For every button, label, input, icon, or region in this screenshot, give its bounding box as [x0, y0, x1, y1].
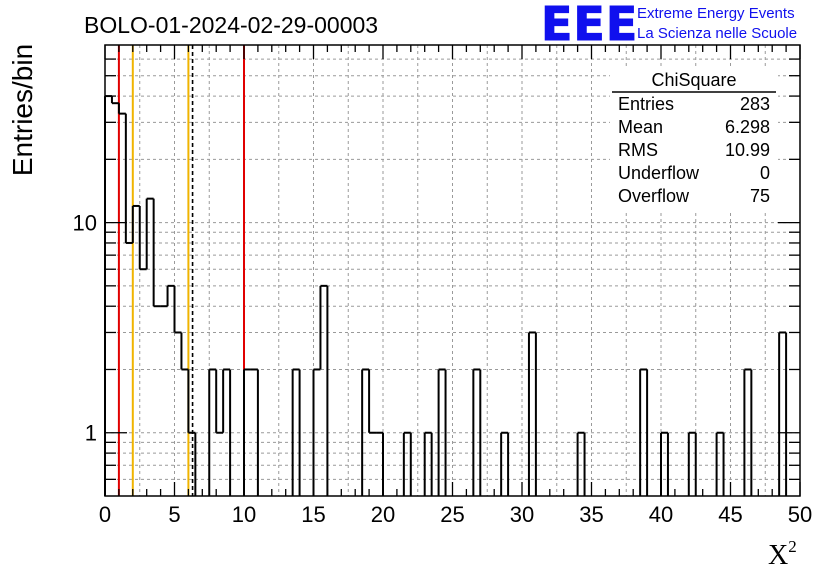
x-tick-label: 20 [371, 502, 395, 527]
x-tick-label: 15 [301, 502, 325, 527]
x-tick-label: 50 [788, 502, 812, 527]
stats-rms-value: 10.99 [725, 140, 770, 160]
stats-entries-label: Entries [618, 94, 674, 114]
stats-underflow-label: Underflow [618, 163, 700, 183]
x-axis-title-superscript: 2 [788, 537, 797, 556]
stats-overflow-value: 75 [750, 186, 770, 206]
stats-box: ChiSquare Entries 283 Mean 6.298 RMS 10.… [610, 66, 778, 211]
eee-logo-mark: EEE [541, 0, 638, 51]
y-tick-label: 10 [73, 211, 97, 236]
x-tick-label: 40 [649, 502, 673, 527]
stats-underflow-value: 0 [760, 163, 770, 183]
y-tick-label: 1 [85, 421, 97, 446]
x-tick-label: 0 [99, 502, 111, 527]
y-axis-title: Entries/bin [7, 44, 38, 176]
axis-ticks [104, 45, 801, 496]
eee-logo: EEE Extreme Energy Events La Scienza nel… [541, 0, 798, 52]
stats-box-title: ChiSquare [651, 70, 736, 90]
stats-box-background [610, 66, 778, 211]
x-axis-title-symbol: X [768, 540, 788, 571]
stats-overflow-label: Overflow [618, 186, 690, 206]
stats-rms-label: RMS [618, 140, 658, 160]
stats-entries-value: 283 [740, 94, 770, 114]
stats-mean-label: Mean [618, 117, 663, 137]
grid [105, 45, 800, 496]
x-tick-label: 45 [718, 502, 742, 527]
chart-title: BOLO-01-2024-02-29-00003 [84, 12, 378, 38]
reference-lines [117, 45, 245, 496]
x-axis-title: X2 [768, 537, 797, 571]
eee-logo-line2: La Scienza nelle Scuole [637, 25, 797, 42]
x-tick-label: 10 [232, 502, 256, 527]
stats-mean-value: 6.298 [725, 117, 770, 137]
y-tick-labels: 1 10 [73, 211, 97, 446]
x-tick-label: 30 [510, 502, 534, 527]
eee-logo-line1: Extreme Energy Events [637, 5, 795, 22]
x-tick-label: 25 [440, 502, 464, 527]
x-tick-labels: 0 5 10 15 20 25 30 35 40 45 50 [99, 502, 812, 527]
x-tick-label: 5 [168, 502, 180, 527]
x-tick-label: 35 [579, 502, 603, 527]
